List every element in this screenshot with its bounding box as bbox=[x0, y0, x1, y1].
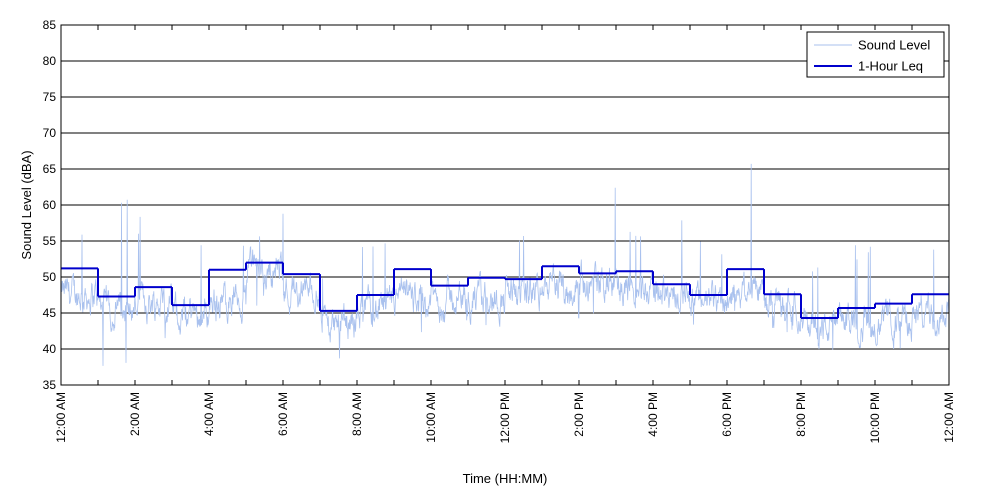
x-tick-label: 10:00 AM bbox=[424, 392, 438, 443]
x-axis-label: Time (HH:MM) bbox=[463, 471, 548, 486]
y-tick-label: 85 bbox=[43, 18, 57, 32]
x-tick-label: 8:00 PM bbox=[794, 392, 808, 437]
y-tick-label: 70 bbox=[43, 126, 57, 140]
legend-label-sound-level: Sound Level bbox=[858, 38, 930, 53]
x-tick-label: 2:00 PM bbox=[572, 392, 586, 437]
y-axis-label: Sound Level (dBA) bbox=[19, 150, 34, 259]
leq-series bbox=[61, 261, 949, 320]
x-tick-label: 10:00 PM bbox=[868, 392, 882, 443]
y-tick-label: 45 bbox=[43, 306, 57, 320]
y-tick-label: 40 bbox=[43, 342, 57, 356]
x-tick-label: 12:00 PM bbox=[498, 392, 512, 443]
x-tick-label: 8:00 AM bbox=[350, 392, 364, 436]
x-tick-label: 2:00 AM bbox=[128, 392, 142, 436]
legend: Sound Level 1-Hour Leq bbox=[806, 31, 945, 78]
x-tick-label: 4:00 AM bbox=[202, 392, 216, 436]
x-tick-label: 4:00 PM bbox=[646, 392, 660, 437]
y-tick-label: 55 bbox=[43, 234, 57, 248]
y-tick-label: 60 bbox=[43, 198, 57, 212]
y-axis-ticks: 35 40 45 50 55 60 65 70 75 80 85 bbox=[43, 18, 949, 392]
y-tick-label: 50 bbox=[43, 270, 57, 284]
x-tick-label: 6:00 AM bbox=[276, 392, 290, 436]
x-tick-label: 12:00 AM bbox=[54, 392, 68, 443]
y-tick-label: 35 bbox=[43, 378, 57, 392]
y-tick-label: 75 bbox=[43, 90, 57, 104]
x-tick-label: 6:00 PM bbox=[720, 392, 734, 437]
x-axis-ticks: 12:00 AM 2:00 AM 4:00 AM 6:00 AM 8:00 AM 10:0… bbox=[54, 25, 956, 443]
legend-label-leq: 1-Hour Leq bbox=[858, 59, 923, 74]
y-tick-label: 65 bbox=[43, 162, 57, 176]
y-tick-label: 80 bbox=[43, 54, 57, 68]
x-tick-label: 12:00 AM bbox=[942, 392, 956, 443]
legend-box bbox=[806, 31, 945, 78]
